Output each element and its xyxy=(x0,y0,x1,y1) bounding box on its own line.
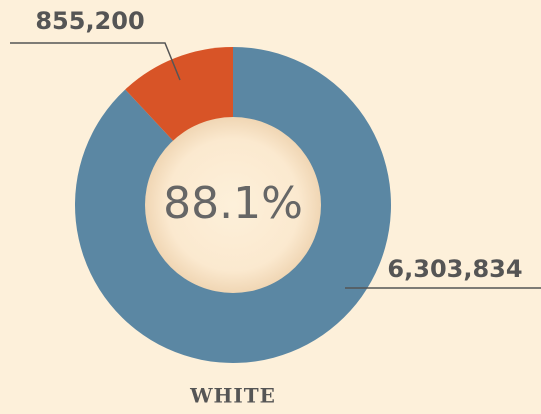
value-label: 855,200 xyxy=(35,7,144,35)
leader-line xyxy=(10,42,181,81)
chart-title: WHITE xyxy=(189,384,276,408)
donut-hole xyxy=(145,117,321,293)
value-label: 6,303,834 xyxy=(387,255,522,283)
center-label: 88.1% xyxy=(163,178,303,229)
